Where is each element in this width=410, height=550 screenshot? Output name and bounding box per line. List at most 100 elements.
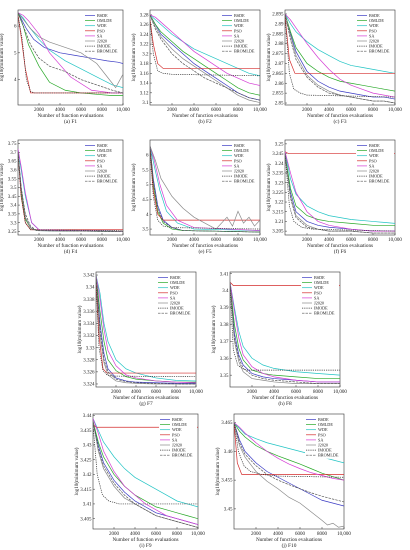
legend-label: IMODE [318,448,332,453]
series-line-bromlde [285,13,395,104]
legend-label: BROMLDE [97,49,118,54]
plot-frame [92,413,199,530]
y-tick-label: 2.86 [275,82,284,87]
y-tick-label: 3.41 [220,272,229,277]
legend-label: IMODE [172,448,186,453]
series-line-wde [93,418,198,508]
legend-label: WDE [314,285,324,290]
y-tick-label: 2.89 [275,22,284,27]
legend-label: IMODE [369,174,383,179]
y-tick-label: 2.875 [272,52,284,57]
x-tick-label: 10,000 [253,108,267,113]
x-axis-label: Number of function evaluations [307,112,373,119]
legend-label: WDE [369,153,379,158]
series-line-omlde [230,282,340,379]
legend-label: SA [234,163,239,168]
series-line-sa [150,14,260,86]
legend-label: SA [314,295,319,300]
legend-label: BROMLDE [234,179,255,184]
legend-label: SA [234,33,239,38]
x-tick-label: 4000 [324,108,335,113]
legend-label: IMODE [234,44,248,49]
y-tick-label: 3.205 [272,230,284,235]
x-tick-label: 6000 [211,238,222,243]
legend-label: SA [170,295,175,300]
legend-label: BSDE [234,13,245,18]
legend-label: BSDE [318,417,329,422]
x-tick-label: 4000 [269,390,280,395]
series-line-pso [150,19,260,69]
y-tick-label: 3.324 [83,383,95,388]
y-tick-label: 5 [146,183,149,188]
chart-panel-5: 3.5 4 4.5 5 5.5 6 2000 4000 6000 8000 10,000 Number… [130,139,267,255]
x-tick-label: 10,000 [337,532,351,537]
y-axis-label: log10(minimum value) [73,447,80,495]
panel-caption: (f) F6 [334,248,347,255]
y-tick-label: 3.326 [83,370,95,375]
panel-caption: (d) F4 [64,248,78,255]
series-line-sa [285,151,395,232]
y-tick-label: 3.42 [83,473,92,478]
legend-label: BROMLDE [234,49,255,54]
x-tick-label: 2000 [111,390,122,395]
y-tick-label: 4.5 [142,198,149,203]
legend-label: J2020 [234,39,244,44]
y-tick-label: 3.342 [83,274,95,279]
y-tick-label: 3.12 [140,91,149,96]
x-axis-label: Number of function evaluations [37,112,103,119]
y-tick-label: 6 [14,25,17,30]
panel-caption: (j) F10 [282,542,297,549]
panel-caption: (e) F5 [198,248,211,255]
x-tick-label: 2000 [302,238,313,243]
legend-label: J2020 [369,39,379,44]
panel-caption: (g) F7 [139,400,153,407]
series-line-bsde [96,275,196,384]
x-tick-label: 10,000 [253,238,267,243]
x-tick-label: 10,000 [116,238,130,243]
y-tick-label: 3.35 [8,212,17,217]
series-line-wde [230,282,340,376]
series-line-wde [96,274,196,382]
x-tick-label: 6000 [346,238,357,243]
chart-panel-2: 3.1 3.12 3.14 3.16 3.18 3.2 3.22 3.24 3.26 3.28 20… [130,9,267,125]
legend-label: IMODE [314,306,328,311]
chart-panel-6: 3.205 3.21 3.215 3.22 3.225 3.23 3.235 3.24 3.24… [265,139,402,255]
panel-caption: (a) F1 [64,118,77,125]
legend-label: BSDE [234,143,245,148]
y-tick-label: 3.21 [275,220,284,225]
legend-label: SA [369,33,374,38]
series-line-imode [230,283,340,371]
y-tick-label: 3.334 [83,322,95,327]
y-tick-label: 3.405 [80,517,92,522]
legend-label: BSDE [172,417,183,422]
legend-label: OMLDE [369,18,384,23]
y-tick-label: 3.35 [220,374,229,379]
series-line-omlde [150,14,260,96]
x-tick-label: 6000 [151,390,162,395]
series-line-j2020 [230,282,340,384]
y-tick-label: 3.225 [272,191,284,196]
y-tick-label: 3.23 [275,181,284,186]
x-axis-label: Number of function evaluations [256,536,322,543]
y-axis-label: log10(minimum value) [0,33,5,81]
y-tick-label: 3.338 [83,298,95,303]
legend-label: OMLDE [318,422,333,427]
legend-label: OMLDE [234,148,249,153]
panel-caption: (b) F2 [198,118,212,125]
series-line-bromlde [230,282,340,384]
legend-label: SA [369,163,374,168]
x-tick-label: 2000 [167,108,178,113]
y-axis-label: log10(minimum value) [265,163,272,211]
series-line-omlde [285,153,395,226]
chart-panel-1: 4 5 6 2000 4000 6000 8000 10,000 Number of funct… [0,9,130,125]
series-line-bsde [234,422,344,507]
y-tick-label: 3.33 [86,346,95,351]
chart-panel-7: 3.324 3.326 3.328 3.33 3.332 3.334 3.336 3.338 3… [76,271,203,407]
y-axis-label: log10(minimum value) [214,447,221,495]
series-line-sa [18,12,123,94]
x-tick-label: 8000 [97,238,108,243]
legend-label: J2020 [97,39,107,44]
legend-label: J2020 [318,443,328,448]
y-tick-label: 3.215 [272,210,284,215]
y-tick-label: 3.24 [140,33,149,38]
